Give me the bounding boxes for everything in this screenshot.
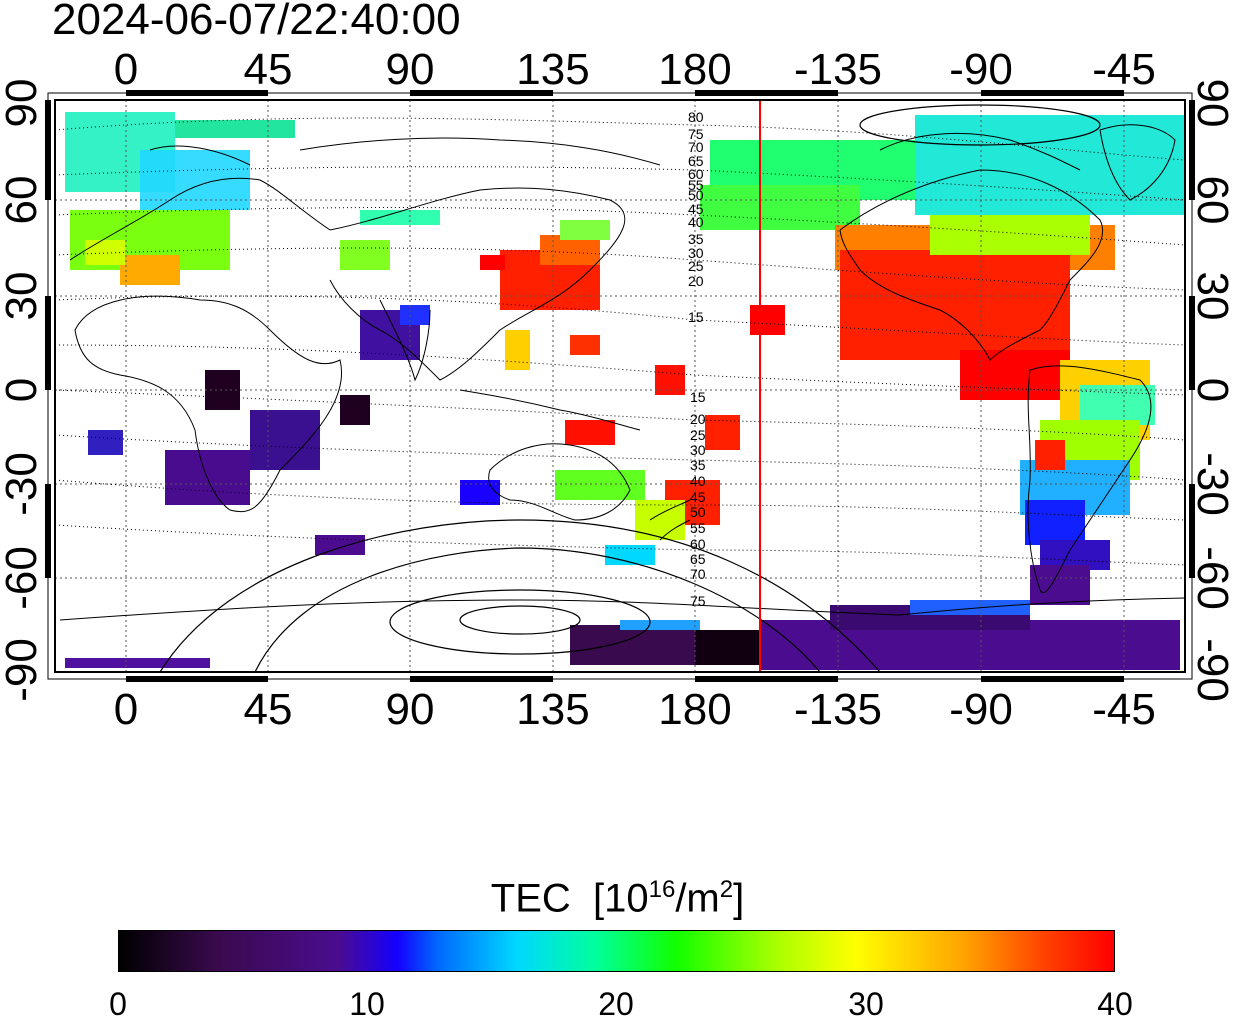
tec-data-layer xyxy=(65,112,1185,670)
colorbar-unit-mid: /m xyxy=(675,876,720,921)
lat-tick-left-0: 90 xyxy=(0,78,46,128)
contour-label-south: 35 xyxy=(690,457,706,473)
contour-label-north: 50 xyxy=(688,187,704,203)
auroral-contours xyxy=(159,104,1101,672)
lat-tick-right-0: 90 xyxy=(1188,78,1235,128)
contour-label-south: 50 xyxy=(690,504,706,520)
contour-label-south: 45 xyxy=(690,489,706,505)
contour-label-north: 25 xyxy=(688,258,704,274)
contour-label-south: 75 xyxy=(690,593,706,609)
colorbar-tick-4: 40 xyxy=(1097,986,1133,1022)
lon-tick-bottom-6: -90 xyxy=(949,685,1013,734)
lon-tick-top-6: -90 xyxy=(949,45,1013,94)
contour-label-south: 65 xyxy=(690,551,706,567)
contour-label-north: 20 xyxy=(688,273,704,289)
contour-label-north: 30 xyxy=(688,245,704,261)
lat-tick-right-6: -90 xyxy=(1188,638,1235,702)
lat-tick-left-2: 30 xyxy=(0,271,46,321)
contour-label-north: 75 xyxy=(688,126,704,142)
contour-label-south: 55 xyxy=(690,520,706,536)
contour-label-north: 60 xyxy=(688,166,704,182)
contour-label-south: 20 xyxy=(690,411,706,427)
colorbar-unit-exp2: 2 xyxy=(719,876,734,903)
lon-tick-bottom-0: 0 xyxy=(113,685,139,734)
timestamp-title: 2024-06-07/22:40:00 xyxy=(52,0,461,44)
lat-tick-left-6: -90 xyxy=(0,638,46,702)
contour-label-south: 40 xyxy=(690,473,706,489)
lat-tick-left-1: 60 xyxy=(0,175,46,225)
plot-frame xyxy=(54,99,1186,673)
contour-label-south: 60 xyxy=(690,536,706,552)
contour-label-south: 70 xyxy=(690,566,706,582)
colorbar-tick-2: 20 xyxy=(598,986,634,1022)
colorbar-tick-3: 30 xyxy=(848,986,884,1022)
lat-tick-right-1: 60 xyxy=(1188,175,1235,225)
contour-label-north: 70 xyxy=(688,139,704,155)
lon-tick-top-0: 0 xyxy=(113,45,139,94)
lon-tick-top-7: -45 xyxy=(1092,45,1156,94)
contour-label-north: 45 xyxy=(688,201,704,217)
lat-tick-right-2: 30 xyxy=(1188,271,1235,321)
lon-tick-top-5: -135 xyxy=(793,45,883,94)
lat-tick-left-3: 0 xyxy=(0,377,46,403)
contour-label-south: 30 xyxy=(690,442,706,458)
contour-label-north: 80 xyxy=(688,109,704,125)
colorbar-unit-end: ] xyxy=(733,876,745,921)
contour-label-north: 65 xyxy=(688,153,704,169)
colorbar xyxy=(118,930,1115,972)
colorbar-tick-1: 10 xyxy=(349,986,385,1022)
lon-tick-top-2: 90 xyxy=(385,45,435,94)
colorbar-title: TEC [1016/m2] xyxy=(0,866,1235,922)
frame-ticks xyxy=(45,90,1195,682)
contour-label-north: 40 xyxy=(688,214,704,230)
colorbar-unit-exp1: 16 xyxy=(648,876,676,903)
lon-tick-bottom-2: 90 xyxy=(385,685,435,734)
lat-tick-left-5: -60 xyxy=(0,546,46,610)
lon-tick-bottom-5: -135 xyxy=(793,685,883,734)
lon-tick-bottom-7: -45 xyxy=(1092,685,1156,734)
contour-label-north: 15 xyxy=(688,309,704,325)
lat-tick-right-3: 0 xyxy=(1188,377,1235,403)
graticule xyxy=(55,100,1185,672)
magnetic-contours xyxy=(55,117,1185,566)
contour-label-south: 25 xyxy=(690,427,706,443)
lat-tick-right-4: -30 xyxy=(1188,452,1235,516)
lon-tick-bottom-4: 180 xyxy=(658,685,732,734)
lat-tick-right-5: -60 xyxy=(1188,546,1235,610)
lon-tick-top-4: 180 xyxy=(658,45,732,94)
lon-tick-bottom-3: 135 xyxy=(516,685,590,734)
lon-tick-top-3: 135 xyxy=(516,45,590,94)
colorbar-title-label: TEC xyxy=(490,876,571,921)
contour-label-north: 55 xyxy=(688,177,704,193)
coastlines xyxy=(59,124,1185,621)
colorbar-unit-base: [10 xyxy=(593,876,649,921)
contour-label-south: 15 xyxy=(690,389,706,405)
contour-labels: 8075706560555045403530252015152025303540… xyxy=(688,109,706,609)
lon-tick-top-1: 45 xyxy=(243,45,293,94)
lon-tick-bottom-1: 45 xyxy=(243,685,293,734)
lat-tick-left-4: -30 xyxy=(0,452,46,516)
contour-label-north: 35 xyxy=(688,231,704,247)
colorbar-tick-0: 0 xyxy=(109,986,127,1022)
